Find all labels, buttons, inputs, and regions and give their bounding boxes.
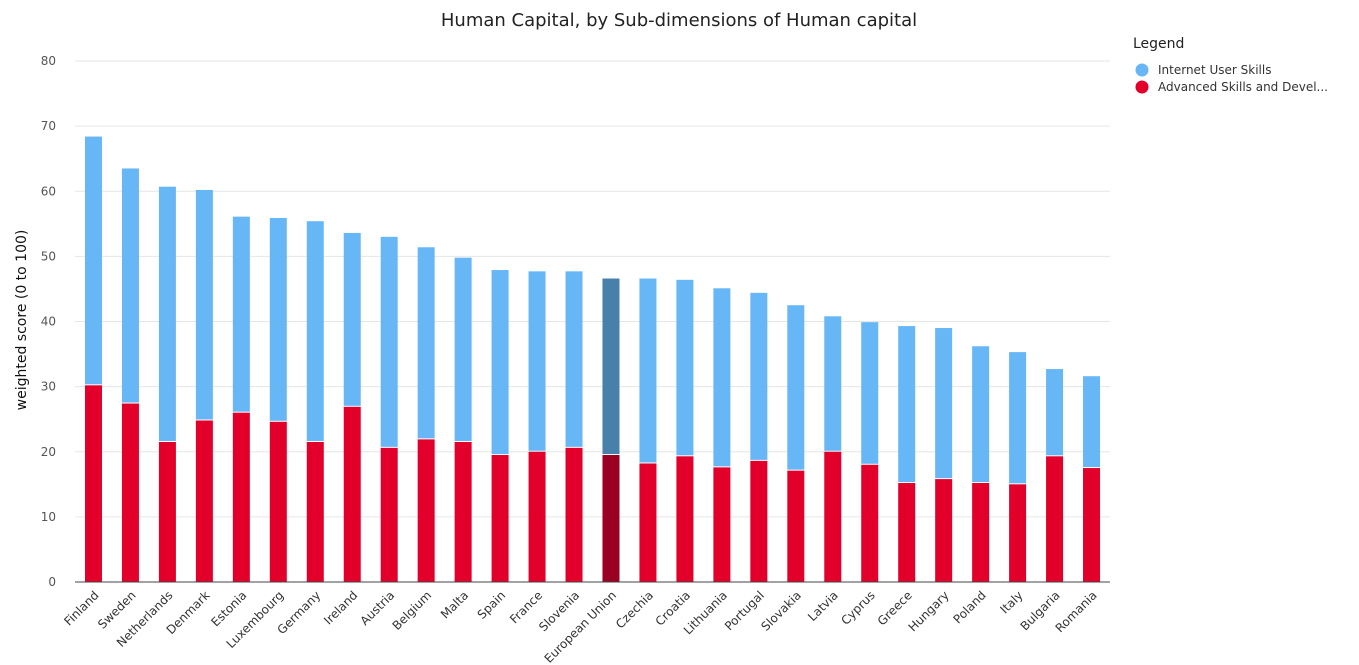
bar-internet-user-skills-romania[interactable] (1083, 376, 1101, 468)
bar-advanced-skills-lithuania[interactable] (713, 467, 731, 582)
bar-internet-user-skills-croatia[interactable] (676, 279, 694, 456)
bar-internet-user-skills-european-union[interactable] (602, 278, 620, 455)
bar-internet-user-skills-italy[interactable] (1009, 352, 1027, 484)
bar-internet-user-skills-portugal[interactable] (750, 292, 768, 460)
x-axis: FinlandSwedenNetherlandsDenmarkEstoniaLu… (61, 588, 1099, 665)
x-tick-label: Belgium (390, 588, 435, 633)
chart-title: Human Capital, by Sub-dimensions of Huma… (441, 10, 917, 31)
bar-advanced-skills-czechia[interactable] (639, 463, 657, 582)
y-tick-label: 80 (41, 54, 56, 68)
x-tick-label: Italy (997, 588, 1025, 616)
x-tick-label: Spain (475, 588, 509, 622)
x-tick-label: Czechia (613, 588, 656, 631)
legend: Legend Internet User Skills Advanced Skil… (1133, 36, 1328, 94)
bar-advanced-skills-germany[interactable] (306, 441, 324, 582)
y-tick-label: 60 (41, 184, 56, 198)
bar-internet-user-skills-sweden[interactable] (121, 168, 139, 403)
bar-internet-user-skills-poland[interactable] (972, 346, 990, 483)
x-tick-label: Slovakia (758, 588, 804, 634)
bar-advanced-skills-latvia[interactable] (824, 451, 842, 582)
y-tick-label: 40 (41, 315, 56, 329)
bar-advanced-skills-france[interactable] (528, 451, 546, 582)
bar-internet-user-skills-finland[interactable] (84, 136, 102, 385)
legend-item-label[interactable]: Internet User Skills (1158, 63, 1271, 77)
y-tick-label: 70 (41, 119, 56, 133)
bar-internet-user-skills-germany[interactable] (306, 221, 324, 441)
bar-advanced-skills-estonia[interactable] (232, 412, 250, 582)
x-tick-label: Malta (438, 588, 471, 621)
bar-internet-user-skills-hungary[interactable] (935, 328, 953, 479)
bar-advanced-skills-netherlands[interactable] (158, 441, 176, 582)
bar-internet-user-skills-latvia[interactable] (824, 316, 842, 451)
bar-internet-user-skills-bulgaria[interactable] (1046, 369, 1064, 456)
bar-advanced-skills-hungary[interactable] (935, 479, 953, 582)
bar-internet-user-skills-spain[interactable] (491, 270, 509, 455)
bar-advanced-skills-belgium[interactable] (417, 439, 435, 582)
bar-advanced-skills-cyprus[interactable] (861, 464, 879, 582)
bar-internet-user-skills-czechia[interactable] (639, 278, 657, 463)
y-tick-label: 20 (41, 445, 56, 459)
bar-advanced-skills-croatia[interactable] (676, 456, 694, 582)
y-tick-label: 30 (41, 380, 56, 394)
bar-advanced-skills-spain[interactable] (491, 455, 509, 582)
bar-internet-user-skills-belgium[interactable] (417, 247, 435, 439)
bar-internet-user-skills-ireland[interactable] (343, 232, 361, 406)
y-axis-label: weighted score (0 to 100) (14, 230, 30, 411)
bar-advanced-skills-poland[interactable] (972, 483, 990, 582)
y-tick-label: 0 (48, 575, 56, 589)
bar-internet-user-skills-france[interactable] (528, 271, 546, 451)
bar-internet-user-skills-lithuania[interactable] (713, 288, 731, 467)
x-tick-label: Ireland (321, 588, 360, 627)
bar-advanced-skills-malta[interactable] (454, 441, 472, 582)
x-tick-label: Poland (951, 588, 989, 626)
bar-advanced-skills-portugal[interactable] (750, 460, 768, 582)
y-axis: 0 10 20 30 40 50 60 70 80 (41, 54, 56, 589)
y-tick-label: 10 (41, 510, 56, 524)
x-tick-label: Cyprus (838, 588, 878, 628)
bar-advanced-skills-european-union[interactable] (602, 455, 620, 582)
legend-item-label[interactable]: Advanced Skills and Devel... (1158, 80, 1328, 94)
y-tick-label: 50 (41, 249, 56, 263)
bars (84, 136, 1101, 582)
bar-advanced-skills-denmark[interactable] (195, 420, 213, 582)
bar-internet-user-skills-austria[interactable] (380, 236, 398, 447)
bar-internet-user-skills-estonia[interactable] (232, 216, 250, 412)
bar-advanced-skills-slovakia[interactable] (787, 470, 805, 582)
x-tick-label: Hungary (906, 588, 952, 634)
bar-advanced-skills-slovenia[interactable] (565, 447, 583, 582)
grid (75, 60, 1110, 518)
bar-advanced-skills-luxembourg[interactable] (269, 421, 287, 582)
bar-advanced-skills-italy[interactable] (1009, 484, 1027, 582)
bar-advanced-skills-finland[interactable] (84, 385, 102, 582)
legend-title: Legend (1133, 36, 1184, 52)
bar-advanced-skills-ireland[interactable] (343, 406, 361, 582)
bar-advanced-skills-greece[interactable] (898, 483, 916, 582)
bar-internet-user-skills-malta[interactable] (454, 257, 472, 441)
bar-advanced-skills-romania[interactable] (1083, 468, 1101, 582)
bar-internet-user-skills-slovenia[interactable] (565, 271, 583, 447)
legend-marker[interactable] (1135, 80, 1149, 94)
bar-advanced-skills-sweden[interactable] (121, 403, 139, 582)
bar-internet-user-skills-luxembourg[interactable] (269, 217, 287, 421)
bar-internet-user-skills-greece[interactable] (898, 326, 916, 483)
bar-advanced-skills-bulgaria[interactable] (1046, 456, 1064, 582)
bar-internet-user-skills-slovakia[interactable] (787, 305, 805, 470)
bar-internet-user-skills-denmark[interactable] (195, 189, 213, 420)
bar-internet-user-skills-netherlands[interactable] (158, 186, 176, 441)
x-tick-label: Latvia (805, 588, 841, 624)
bar-internet-user-skills-cyprus[interactable] (861, 322, 879, 464)
legend-marker[interactable] (1135, 63, 1149, 77)
bar-advanced-skills-austria[interactable] (380, 447, 398, 582)
